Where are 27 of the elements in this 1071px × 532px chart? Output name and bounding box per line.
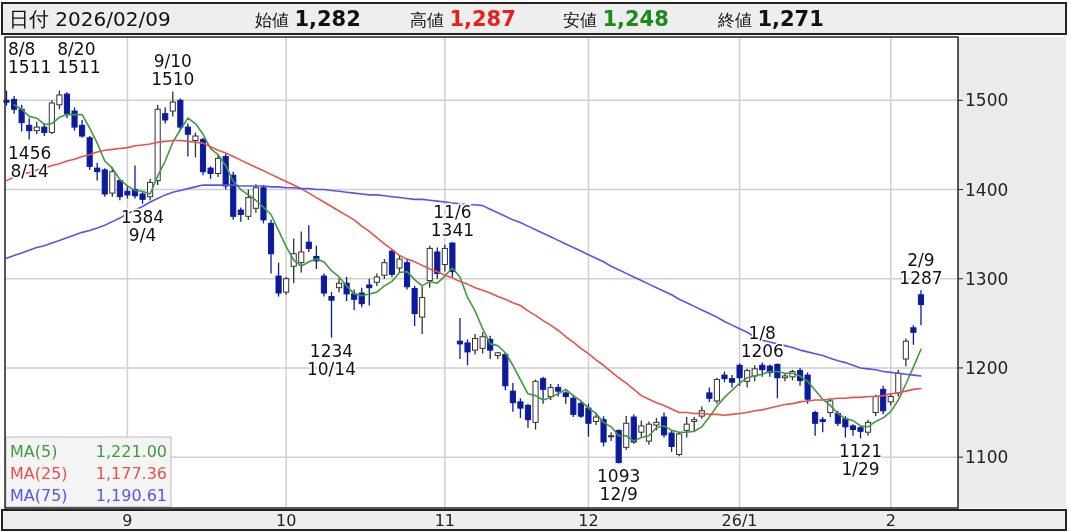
text: 始値 1,282 (255, 7, 361, 31)
x-tick-label: 12 (578, 511, 599, 530)
annotation: 1234 10/14 (307, 340, 356, 379)
annotation: 1121 1/29 (838, 441, 883, 480)
annotation: 2/9 1287 (899, 250, 943, 289)
text: 終値 1,271 (717, 7, 824, 31)
legend: MA(5) 1,221.00 MA(25) 1,177.36 MA(75) 1,190.61 (5, 436, 172, 508)
y-tick-label: 1100 (965, 447, 1009, 468)
y-tick-label: 1400 (965, 179, 1009, 200)
x-tick-label: 11 (434, 511, 456, 530)
annotation: 11/6 1341 (430, 202, 475, 241)
x-tick-label: 10 (275, 511, 297, 530)
annotation: 1093 12/9 (597, 466, 641, 505)
y-tick-label: 1500 (965, 90, 1009, 111)
x-tick-label: 26/1 (721, 511, 758, 530)
x-tick-label: 2 (885, 511, 896, 530)
annotation: 1384 9/4 (120, 206, 165, 245)
chart-title: 日付 2026/02/09 (9, 7, 171, 31)
annotation: 1/8 1206 (740, 322, 784, 361)
annotation: 8/8 1511 (8, 39, 52, 77)
annotation: 9/10 1510 (151, 51, 195, 90)
y-tick-label: 1300 (965, 268, 1009, 289)
x-tick-label: 9 (122, 511, 133, 530)
text: 安値 1,248 (563, 7, 669, 31)
y-tick-label: 1200 (965, 357, 1009, 378)
text: 高値 1,287 (410, 7, 516, 31)
annotation: 8/20 1511 (57, 39, 101, 77)
